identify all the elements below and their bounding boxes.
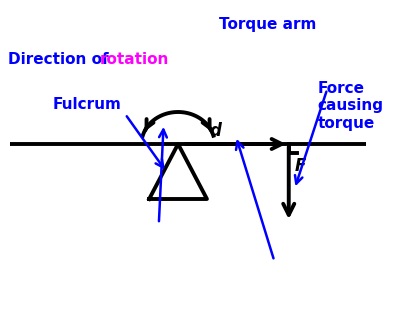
Text: d: d xyxy=(210,122,222,140)
Text: Torque arm: Torque arm xyxy=(219,16,317,32)
Text: rotation: rotation xyxy=(100,52,169,66)
Text: Direction of: Direction of xyxy=(8,52,114,66)
Text: Fulcrum: Fulcrum xyxy=(53,96,122,112)
Text: F: F xyxy=(295,157,306,175)
Text: Force
causing
torque: Force causing torque xyxy=(318,81,384,131)
